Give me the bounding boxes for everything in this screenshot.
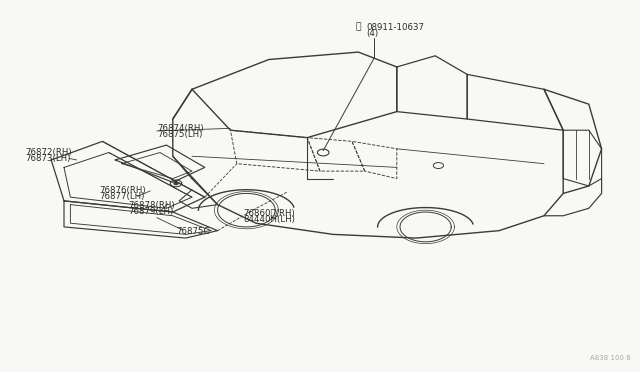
Circle shape <box>174 182 178 185</box>
Text: 76873(LH): 76873(LH) <box>26 154 71 163</box>
Text: 84440H(LH): 84440H(LH) <box>243 215 295 224</box>
Text: 08911-10637: 08911-10637 <box>366 23 424 32</box>
Text: A838 100 8: A838 100 8 <box>589 355 630 361</box>
Text: Ⓝ: Ⓝ <box>356 23 362 32</box>
Text: 76872(RH): 76872(RH) <box>26 148 72 157</box>
Text: 76878(RH): 76878(RH) <box>128 201 175 210</box>
Text: 76875(LH): 76875(LH) <box>157 130 202 139</box>
Text: 76875C: 76875C <box>176 227 209 236</box>
Text: 76879(LH): 76879(LH) <box>128 207 173 216</box>
Text: 76877(LH): 76877(LH) <box>99 192 145 201</box>
Text: (4): (4) <box>366 29 378 38</box>
Text: 76876(RH): 76876(RH) <box>99 186 146 195</box>
Text: 76860　(RH): 76860 (RH) <box>243 209 295 218</box>
Text: 76874(RH): 76874(RH) <box>157 124 204 133</box>
